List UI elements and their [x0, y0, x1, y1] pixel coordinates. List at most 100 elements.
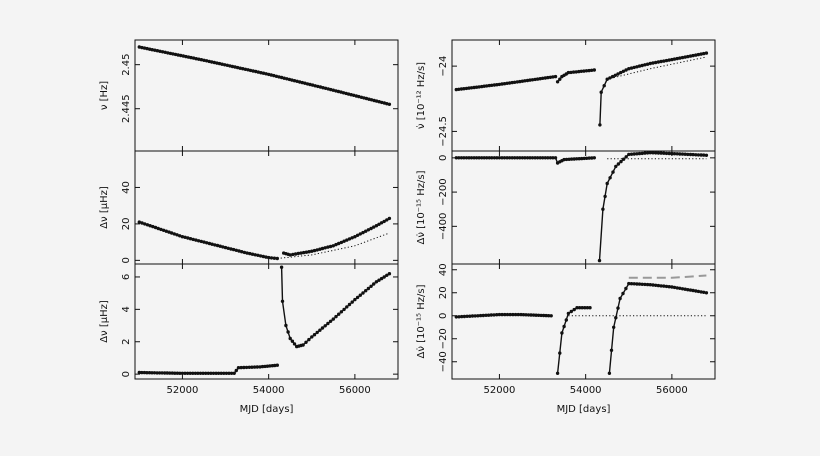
data-point — [485, 84, 489, 88]
data-point — [555, 371, 560, 375]
data-point — [236, 366, 241, 370]
data-point — [259, 71, 263, 75]
data-point — [285, 77, 289, 81]
data-point — [564, 318, 568, 322]
series-line — [283, 217, 390, 256]
data-point — [691, 152, 695, 157]
data-point — [569, 157, 574, 161]
data-point — [152, 371, 157, 375]
data-point — [358, 293, 362, 297]
data-point — [339, 310, 344, 314]
data-point — [265, 364, 270, 368]
data-point — [321, 86, 325, 90]
data-point — [260, 364, 265, 369]
data-point — [678, 152, 682, 156]
data-point — [163, 371, 167, 375]
data-point — [472, 85, 476, 90]
data-point — [612, 325, 616, 329]
data-point — [651, 151, 655, 155]
data-point — [341, 91, 346, 95]
y-tick-label: −24 — [438, 56, 449, 77]
data-point — [150, 48, 154, 52]
data-point — [683, 55, 687, 59]
data-point — [268, 364, 272, 368]
data-point — [530, 156, 535, 160]
data-point — [191, 237, 195, 242]
data-point — [529, 313, 533, 317]
data-point — [500, 82, 504, 86]
data-point — [654, 60, 658, 65]
data-point — [323, 86, 328, 91]
data-point — [318, 328, 322, 332]
data-point — [645, 151, 650, 155]
data-point — [191, 371, 195, 375]
data-point — [490, 156, 494, 160]
data-point — [590, 68, 594, 73]
data-point — [635, 282, 639, 286]
data-point — [621, 291, 625, 296]
data-point — [637, 282, 642, 286]
data-point — [181, 54, 185, 58]
data-point — [513, 80, 517, 85]
data-point — [613, 73, 617, 78]
data-point — [175, 371, 180, 375]
data-point — [310, 335, 314, 339]
data-point — [670, 57, 674, 62]
panel-frame — [451, 263, 716, 380]
data-point — [304, 250, 309, 254]
data-point — [364, 289, 368, 293]
data-point — [643, 63, 647, 67]
data-point — [303, 81, 307, 85]
data-point — [164, 229, 168, 233]
data-point — [219, 371, 223, 375]
data-point — [582, 156, 586, 161]
data-point — [454, 315, 458, 319]
data-point — [528, 78, 532, 82]
data-point — [193, 371, 198, 375]
data-point — [643, 282, 647, 287]
data-point — [215, 243, 220, 248]
data-point — [157, 371, 162, 375]
data-point — [347, 302, 352, 307]
data-point — [614, 164, 618, 169]
data-point — [627, 281, 631, 286]
data-point — [313, 84, 317, 88]
data-point — [699, 290, 703, 294]
data-point — [627, 152, 631, 157]
data-point — [704, 153, 709, 157]
data-point — [334, 314, 338, 319]
data-point — [538, 77, 542, 81]
data-point — [159, 227, 163, 232]
data-point — [369, 98, 374, 102]
data-point — [691, 53, 695, 58]
data-point — [462, 156, 466, 160]
data-point — [140, 370, 144, 375]
data-point — [520, 156, 525, 160]
y-tick-label: −20 — [438, 328, 449, 349]
data-point — [664, 284, 669, 289]
y-tick-label: −24.5 — [438, 116, 449, 147]
data-point — [629, 152, 634, 156]
data-point — [511, 312, 515, 317]
data-point — [546, 75, 550, 80]
data-point — [160, 371, 164, 375]
data-point — [624, 286, 628, 291]
data-point — [198, 371, 203, 375]
data-point — [316, 84, 320, 89]
data-point — [524, 313, 528, 317]
data-point — [308, 82, 312, 87]
data-point — [235, 65, 240, 70]
data-point — [672, 152, 677, 156]
data-point — [472, 156, 476, 160]
data-point — [374, 99, 379, 103]
data-point — [337, 312, 341, 316]
data-point — [229, 371, 234, 375]
data-point — [277, 75, 281, 79]
data-point — [267, 255, 271, 260]
data-point — [694, 289, 698, 293]
data-point — [457, 87, 461, 92]
data-point — [269, 73, 273, 77]
data-point — [372, 225, 376, 229]
data-point — [530, 78, 535, 82]
data-point — [495, 313, 499, 317]
